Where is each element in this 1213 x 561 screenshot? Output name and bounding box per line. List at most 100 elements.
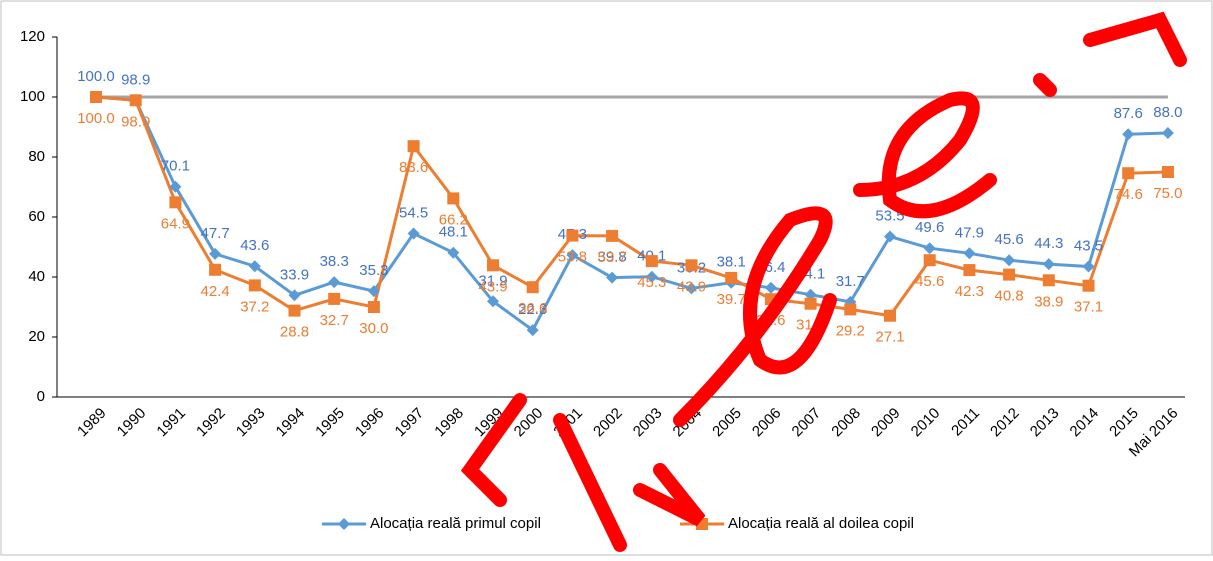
data-label: 42.3 xyxy=(955,283,984,300)
point xyxy=(1042,274,1055,287)
data-label: 43.5 xyxy=(1074,237,1103,254)
point xyxy=(328,292,341,305)
point xyxy=(407,227,420,240)
point xyxy=(606,271,619,284)
point xyxy=(209,263,222,276)
point xyxy=(685,259,698,272)
data-label: 53.7 xyxy=(597,249,626,266)
data-label: 37.2 xyxy=(240,298,269,315)
data-label: 45.3 xyxy=(637,274,666,291)
data-label: 100.0 xyxy=(77,68,115,85)
data-label: 38.9 xyxy=(1034,293,1063,310)
point xyxy=(248,279,261,292)
data-label: 29.2 xyxy=(836,322,865,339)
point xyxy=(963,264,976,277)
point xyxy=(1161,127,1174,139)
point xyxy=(288,289,301,302)
point xyxy=(1082,279,1095,292)
point xyxy=(884,230,896,243)
data-label: 74.6 xyxy=(1114,186,1143,203)
data-label: 37.1 xyxy=(1074,299,1103,316)
data-label: 54.5 xyxy=(399,204,428,221)
point xyxy=(367,285,380,298)
data-label: 32.7 xyxy=(320,312,349,329)
point xyxy=(804,297,817,310)
data-label: 40.8 xyxy=(994,288,1023,305)
data-label: 36.6 xyxy=(518,300,547,317)
data-label: 42.4 xyxy=(200,283,229,300)
point xyxy=(923,242,936,255)
y-tick-label: 0 xyxy=(37,388,45,405)
scribble-stroke xyxy=(1033,11,1187,97)
data-label: 49.6 xyxy=(915,219,944,236)
y-tick-label: 120 xyxy=(20,28,45,45)
point xyxy=(248,260,261,273)
data-label: 43.9 xyxy=(677,278,706,295)
point xyxy=(645,270,658,283)
point xyxy=(1042,258,1055,271)
point xyxy=(367,301,380,313)
point xyxy=(764,281,777,294)
data-label: 39.8 xyxy=(597,249,626,266)
point xyxy=(338,518,350,530)
scribble-stroke xyxy=(460,393,706,552)
point xyxy=(487,259,499,272)
point xyxy=(407,140,420,153)
data-label: 98.9 xyxy=(121,71,150,88)
point xyxy=(645,255,658,268)
data-label: 48.1 xyxy=(439,224,468,241)
legend-label: Alocația reală al doilea copil xyxy=(728,515,914,532)
point xyxy=(447,192,460,205)
point xyxy=(169,196,182,209)
y-tick-label: 80 xyxy=(28,148,45,165)
point xyxy=(566,249,579,262)
data-label: 43.6 xyxy=(240,237,269,254)
data-label: 35.3 xyxy=(359,262,388,279)
data-label: 70.1 xyxy=(161,158,190,175)
y-tick-label: 100 xyxy=(20,88,45,105)
scribble-stroke xyxy=(853,91,997,219)
series-line xyxy=(95,95,1168,333)
point xyxy=(447,246,460,259)
scribble-stroke xyxy=(673,206,837,427)
data-label: 38.3 xyxy=(320,253,349,270)
data-label: 30.0 xyxy=(359,320,388,337)
point xyxy=(526,324,539,337)
data-label: 83.6 xyxy=(399,159,428,176)
point xyxy=(844,303,857,316)
data-label: 27.1 xyxy=(875,329,904,346)
point xyxy=(884,309,896,322)
point xyxy=(90,91,102,103)
series-line xyxy=(95,95,1168,318)
point xyxy=(1003,268,1016,281)
legend-label: Alocația reală primul copil xyxy=(370,515,541,532)
data-label: 22.3 xyxy=(518,301,547,318)
data-label: 45.6 xyxy=(915,273,944,290)
data-label: 43.9 xyxy=(478,278,507,295)
point xyxy=(566,229,579,242)
point xyxy=(487,295,499,308)
point xyxy=(606,229,619,242)
point xyxy=(288,304,301,317)
data-label: 38.1 xyxy=(717,254,746,271)
data-label: 66.2 xyxy=(439,211,468,228)
y-tick-label: 20 xyxy=(28,328,45,345)
data-label: 31.9 xyxy=(478,272,507,289)
y-tick-label: 60 xyxy=(28,208,45,225)
data-label: 53.8 xyxy=(558,249,587,266)
data-label: 31.7 xyxy=(836,273,865,290)
data-label: 88.0 xyxy=(1153,104,1182,121)
point xyxy=(328,276,341,289)
scribble xyxy=(460,11,1187,552)
data-label: 100.0 xyxy=(77,110,115,127)
point xyxy=(1003,254,1016,267)
point xyxy=(1122,167,1135,180)
data-label: 47.9 xyxy=(955,224,984,241)
point xyxy=(1122,128,1135,141)
point xyxy=(685,282,698,295)
data-label: 87.6 xyxy=(1114,105,1143,122)
data-label: 45.6 xyxy=(994,231,1023,248)
point xyxy=(1082,260,1095,273)
point xyxy=(923,254,936,267)
